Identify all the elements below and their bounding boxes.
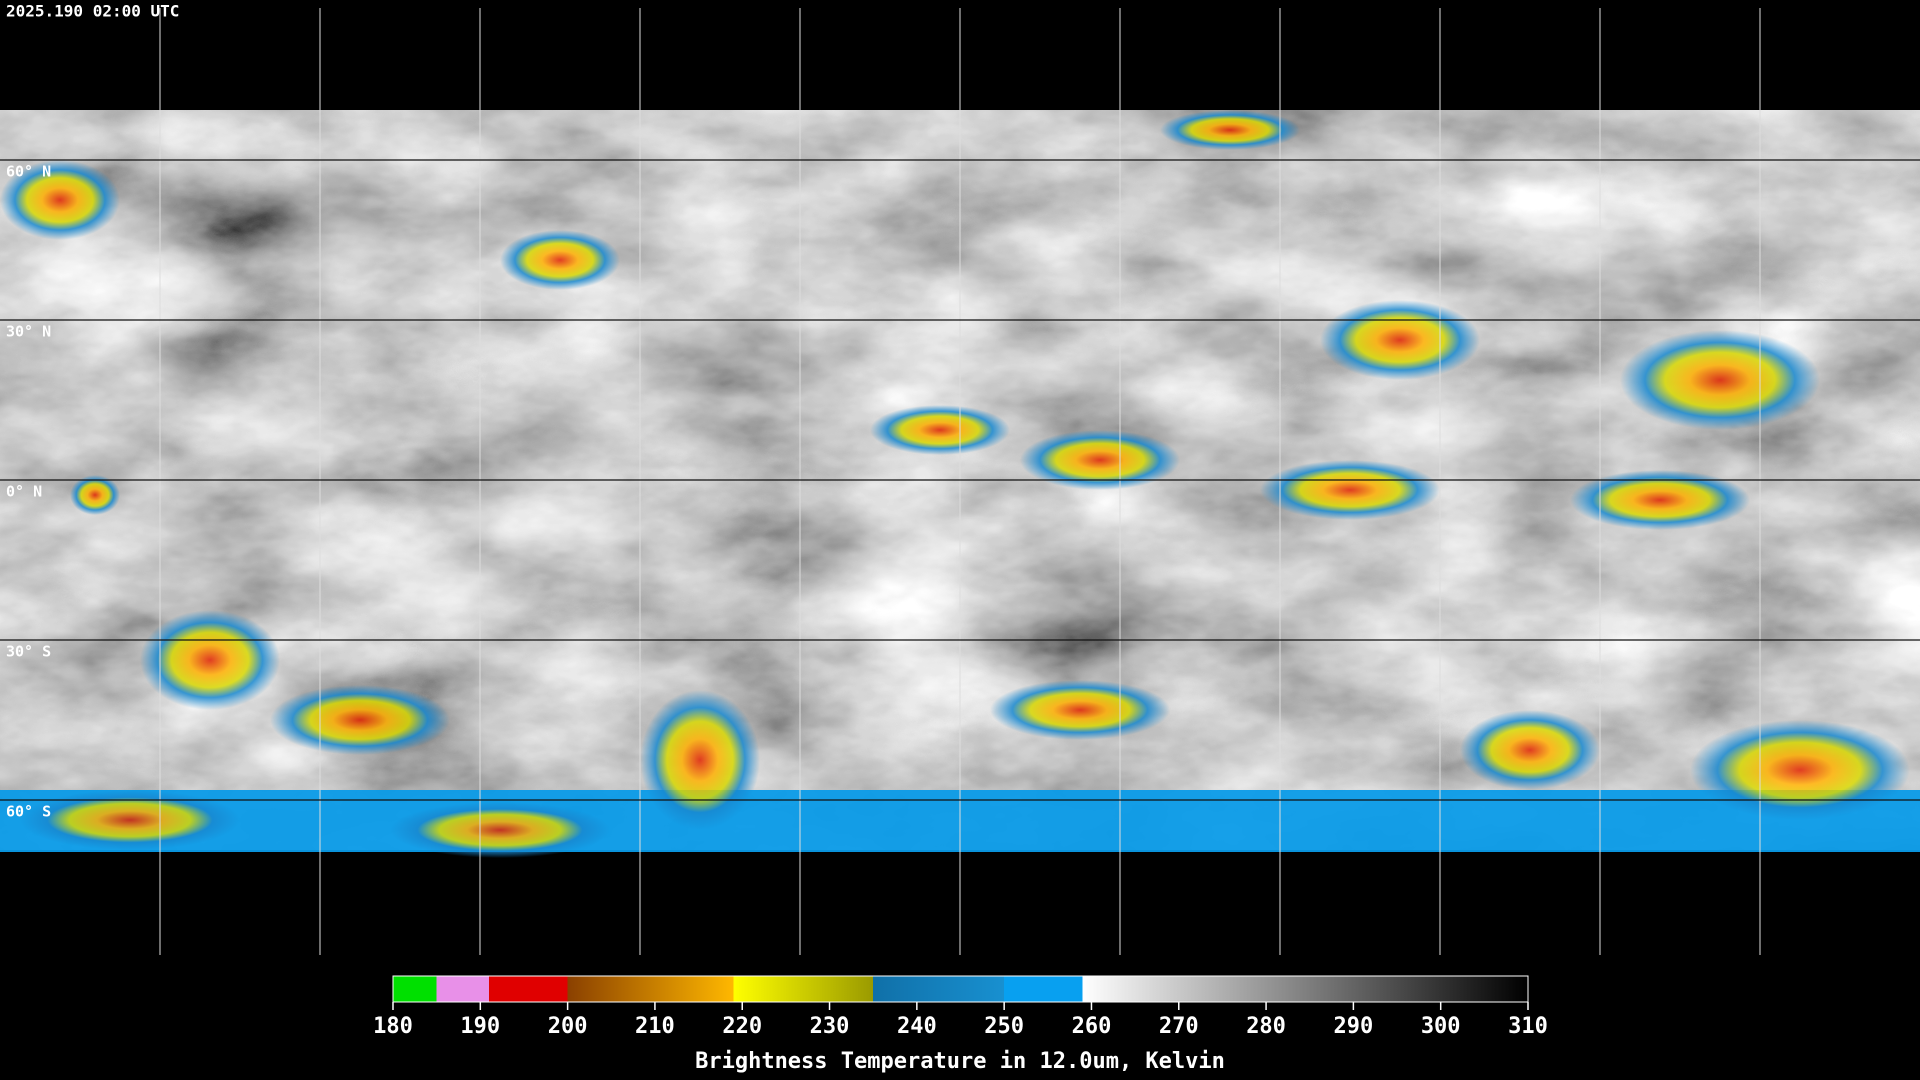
graticule bbox=[0, 8, 1920, 955]
colorbar-tick-label: 290 bbox=[1334, 1014, 1374, 1039]
colorbar-label: Brightness Temperature in 12.0um, Kelvin bbox=[695, 1049, 1225, 1074]
latitude-label: 60° S bbox=[6, 803, 51, 821]
timestamp: 2025.190 02:00 UTC bbox=[6, 2, 179, 21]
colorbar-tick-label: 210 bbox=[635, 1014, 675, 1039]
colorbar bbox=[392, 975, 1529, 1003]
colorbar-tick-label: 190 bbox=[460, 1014, 500, 1039]
colorbar-tick-label: 310 bbox=[1508, 1014, 1548, 1039]
colorbar-tick-label: 300 bbox=[1421, 1014, 1461, 1039]
colorbar-tick-label: 250 bbox=[984, 1014, 1024, 1039]
colorbar-tick-label: 230 bbox=[810, 1014, 850, 1039]
latitude-label: 30° S bbox=[6, 643, 51, 661]
colorbar-tick-label: 240 bbox=[897, 1014, 937, 1039]
colorbar-tick-label: 180 bbox=[373, 1014, 413, 1039]
colorbar-tick-label: 260 bbox=[1072, 1014, 1112, 1039]
colorbar-tick-label: 280 bbox=[1246, 1014, 1286, 1039]
colorbar-tick-label: 220 bbox=[722, 1014, 762, 1039]
colorbar-tick-label: 270 bbox=[1159, 1014, 1199, 1039]
latitude-label: 0° N bbox=[6, 483, 42, 501]
latitude-label: 30° N bbox=[6, 323, 51, 341]
colorbar-tick-label: 200 bbox=[548, 1014, 588, 1039]
latitude-label: 60° N bbox=[6, 163, 51, 181]
